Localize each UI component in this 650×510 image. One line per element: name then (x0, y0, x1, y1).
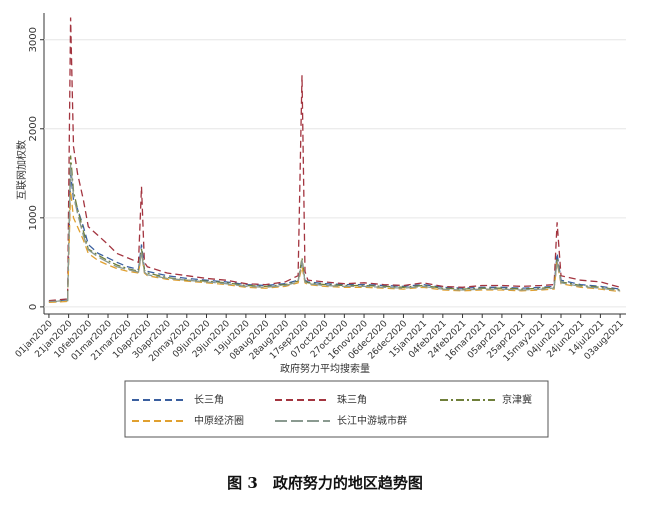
legend-label: 长江中游城市群 (337, 414, 407, 427)
y-tick-label: 1000 (28, 205, 39, 230)
legend-box (124, 380, 549, 438)
series-line (48, 164, 621, 303)
y-tick-label: 2000 (28, 116, 39, 141)
legend-label: 长三角 (194, 394, 224, 406)
legend-label: 京津冀 (502, 393, 532, 406)
legend-label: 珠三角 (337, 393, 367, 406)
legend-label: 中原经济圈 (194, 414, 244, 427)
series-line (48, 173, 621, 303)
caption: 图 3 政府努力的地区趋势图 (227, 474, 423, 492)
y-axis-title: 互联网加权数 (15, 140, 28, 200)
series-line (48, 155, 621, 303)
series-line (48, 17, 621, 302)
y-tick-label: 3000 (28, 27, 39, 52)
y-tick-label: 0 (28, 304, 39, 310)
x-axis-title: 政府努力平均搜索量 (280, 362, 370, 375)
series-line (48, 191, 621, 304)
